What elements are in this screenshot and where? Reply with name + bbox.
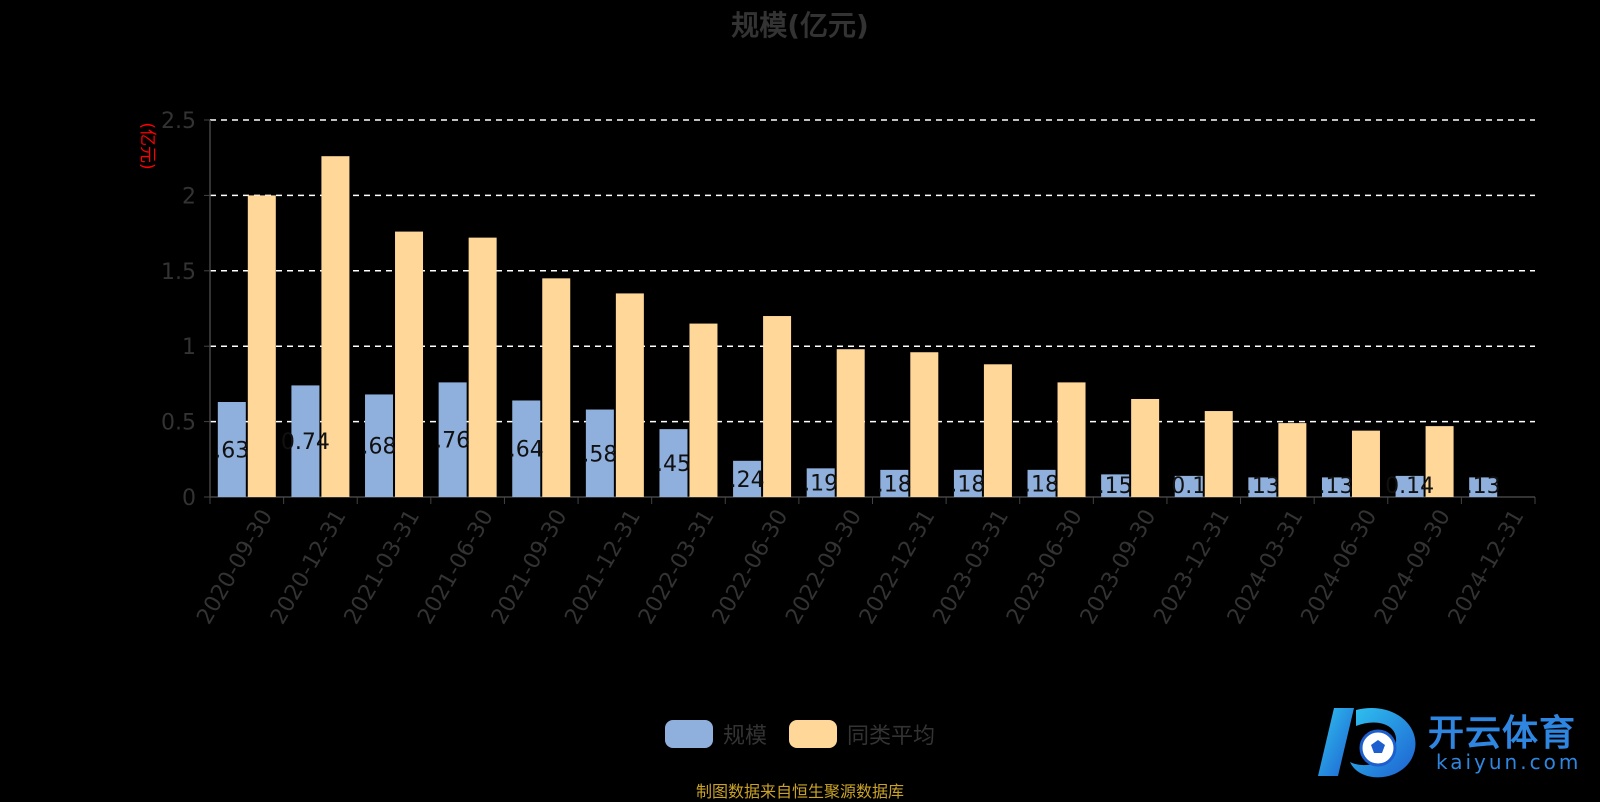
data-label-scale: .15 — [1098, 474, 1133, 499]
data-label-scale: .18 — [950, 472, 985, 497]
x-tick-label: 2021-12-31 — [560, 506, 646, 629]
x-tick-label: 2024-03-31 — [1223, 506, 1309, 629]
y-tick-label: 0.5 — [161, 411, 196, 436]
bar-average — [836, 349, 865, 497]
bar-scale — [953, 469, 982, 497]
x-tick-label: 2021-06-30 — [413, 506, 499, 629]
legend: 规模 同类平均 — [0, 718, 1600, 750]
bar-average — [763, 316, 792, 497]
bar-average — [1204, 411, 1233, 497]
data-label-scale: 0.14 — [1385, 474, 1434, 499]
watermark-cn: 开云体育 — [1428, 713, 1577, 754]
legend-label-average: 同类平均 — [847, 724, 936, 749]
x-tick-label: 2022-03-31 — [634, 506, 720, 629]
bar-average — [1351, 430, 1380, 497]
x-tick-label: 2020-09-30 — [192, 506, 278, 629]
data-label-scale: .18 — [877, 472, 912, 497]
x-tick-label: 2024-09-30 — [1370, 506, 1456, 629]
bar-average — [1425, 426, 1454, 497]
y-tick-label: 2 — [182, 184, 196, 209]
legend-swatch-scale — [664, 720, 713, 748]
data-label-scale: .24 — [730, 468, 765, 493]
bar-scale — [217, 401, 246, 497]
y-tick-label: 1.5 — [161, 260, 196, 285]
bar-average — [247, 195, 276, 497]
watermark-en: kaiyun.com — [1436, 750, 1582, 774]
data-label-scale: .18 — [1024, 472, 1059, 497]
bar-scale — [291, 385, 320, 497]
bar-scale — [1174, 475, 1203, 497]
data-label-scale: .13 — [1466, 474, 1501, 499]
bar-average — [689, 323, 718, 497]
bar-average — [910, 352, 939, 497]
bars — [217, 156, 1498, 498]
bar-chart: 0 0.5 1 1.5 2 2.5 2020-09-302020-12-312021-03-… — [137, 109, 1536, 629]
bar-scale — [1027, 469, 1056, 497]
source-note: 制图数据来自恒生聚源数据库 — [695, 782, 904, 801]
bar-scale — [585, 409, 614, 497]
legend-label-scale: 规模 — [722, 724, 767, 749]
x-tick-label: 2023-03-31 — [929, 506, 1015, 629]
bar-scale — [659, 429, 688, 497]
data-label-scale: .13 — [1318, 474, 1353, 499]
bar-average — [321, 156, 350, 497]
bar-scale — [1469, 477, 1498, 497]
ball-logo-icon — [1318, 708, 1416, 778]
data-label-scale: .63 — [214, 438, 249, 463]
legend-swatch-average — [789, 720, 837, 748]
x-tick-label: 2024-12-31 — [1444, 506, 1530, 629]
bar-scale — [1101, 474, 1130, 497]
x-tick-label: 2022-09-30 — [781, 506, 867, 629]
y-axis-label: (亿元) — [137, 122, 157, 169]
x-tick-label: 2021-09-30 — [487, 506, 573, 629]
bar-scale — [733, 460, 762, 497]
y-tick-label: 2.5 — [161, 109, 196, 134]
legend-item-scale[interactable]: 规模 — [664, 718, 767, 750]
data-label-scale: .45 — [656, 452, 691, 477]
x-tick-label: 2022-12-31 — [855, 506, 941, 629]
bar-scale — [1248, 477, 1277, 497]
data-labels: .63 0.74 .68 .76 .64 .58 .45 .24 .19 .18 .18 .18 .15… — [214, 429, 1500, 499]
bar-scale — [438, 382, 467, 497]
x-tick-label: 2023-06-30 — [1002, 506, 1088, 629]
bar-scale — [512, 400, 541, 497]
data-label-scale: .19 — [803, 472, 838, 497]
bar-scale — [1321, 477, 1350, 497]
data-label-scale: .64 — [509, 438, 544, 463]
data-label-scale: .76 — [435, 429, 470, 454]
x-tick-label: 2023-09-30 — [1076, 506, 1162, 629]
bar-average — [983, 364, 1012, 497]
bar-average — [1131, 398, 1160, 497]
data-label-scale: 0.74 — [281, 430, 330, 455]
bar-scale — [1395, 475, 1424, 497]
watermark-logo: 开云体育 kaiyun.com — [1316, 700, 1586, 784]
grid-lines — [210, 119, 1535, 423]
bar-scale — [365, 394, 394, 497]
legend-item-average[interactable]: 同类平均 — [789, 718, 935, 750]
bar-average — [615, 293, 644, 497]
bar-average — [395, 231, 424, 498]
data-label-scale: .68 — [362, 435, 397, 460]
data-label-scale: 0.1 — [1171, 474, 1206, 499]
x-tick-label: 2024-06-30 — [1297, 506, 1383, 629]
y-tick-label: 0 — [182, 486, 196, 511]
bar-average — [542, 278, 571, 497]
chart-title: 规模(亿元) — [731, 9, 869, 42]
bar-scale — [806, 468, 835, 497]
bar-average — [1278, 423, 1307, 497]
x-tick-label: 2021-03-31 — [340, 506, 426, 629]
bar-average — [1057, 382, 1086, 497]
data-label-scale: .58 — [582, 442, 617, 467]
x-tick-label: 2022-06-30 — [708, 506, 794, 629]
bar-average — [468, 237, 497, 497]
x-tick-label: 2020-12-31 — [266, 506, 352, 629]
data-label-scale: .13 — [1245, 474, 1280, 499]
bar-scale — [880, 469, 909, 497]
x-tick-label: 2023-12-31 — [1149, 506, 1235, 629]
y-tick-label: 1 — [182, 335, 196, 360]
